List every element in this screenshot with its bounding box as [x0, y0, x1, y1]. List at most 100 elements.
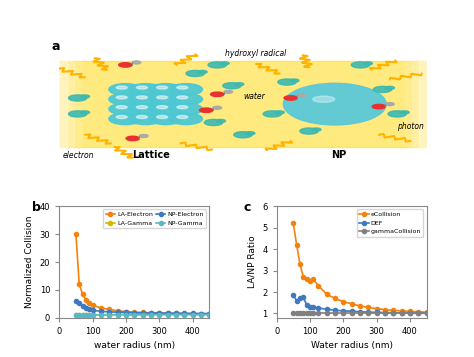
Text: NP: NP: [331, 151, 346, 161]
LA-Electron: [198, 312, 204, 316]
Ellipse shape: [235, 83, 244, 86]
Ellipse shape: [68, 95, 87, 101]
Bar: [59, 61, 82, 147]
Ellipse shape: [290, 79, 299, 82]
Ellipse shape: [313, 96, 335, 102]
DEF: [374, 310, 380, 315]
LA-Electron: [164, 311, 170, 316]
Ellipse shape: [156, 86, 168, 89]
Text: hydroxyl radical: hydroxyl radical: [225, 49, 286, 58]
NP-Gamma: [90, 313, 95, 317]
eCollision: [391, 308, 396, 313]
Y-axis label: Normalized Collision: Normalized Collision: [25, 216, 34, 308]
NP-Electron: [156, 311, 162, 315]
Line: eCollision: eCollision: [291, 221, 428, 314]
NP-Gamma: [140, 313, 146, 317]
gammaCollision: [332, 311, 338, 316]
LA-Gamma: [173, 312, 179, 317]
gammaCollision: [407, 311, 413, 316]
Bar: [412, 61, 427, 147]
gammaCollision: [310, 311, 316, 316]
NP-Electron: [182, 311, 187, 316]
Ellipse shape: [169, 103, 202, 115]
gammaCollision: [291, 311, 296, 316]
NP-Gamma: [80, 313, 85, 317]
Ellipse shape: [109, 103, 142, 115]
eCollision: [301, 275, 306, 279]
NP-Gamma: [98, 313, 104, 317]
LA-Gamma: [80, 312, 85, 317]
eCollision: [307, 279, 313, 283]
Ellipse shape: [137, 86, 147, 89]
Ellipse shape: [186, 70, 204, 76]
DEF: [357, 310, 363, 314]
Bar: [59, 61, 66, 147]
Line: gammaCollision: gammaCollision: [291, 311, 428, 316]
Ellipse shape: [208, 62, 227, 68]
LA-Gamma: [83, 312, 89, 317]
eCollision: [291, 221, 296, 226]
NP-Electron: [164, 311, 170, 316]
Line: NP-Electron: NP-Electron: [74, 299, 211, 316]
Text: electron: electron: [63, 151, 94, 160]
NP-Electron: [123, 310, 129, 315]
Ellipse shape: [204, 120, 223, 126]
LA-Gamma: [140, 312, 146, 317]
Ellipse shape: [246, 132, 255, 135]
Ellipse shape: [177, 115, 188, 119]
Ellipse shape: [363, 62, 373, 65]
eCollision: [382, 307, 388, 312]
Text: water: water: [243, 92, 264, 101]
Text: c: c: [244, 201, 251, 214]
eCollision: [304, 277, 310, 281]
LA-Gamma: [164, 312, 170, 317]
LA-Gamma: [98, 312, 104, 317]
X-axis label: water radius (nm): water radius (nm): [94, 341, 175, 350]
Ellipse shape: [109, 94, 142, 105]
Bar: [419, 61, 427, 147]
Bar: [59, 61, 74, 147]
LA-Gamma: [198, 312, 204, 317]
gammaCollision: [294, 311, 300, 316]
eCollision: [316, 283, 321, 288]
DEF: [291, 293, 296, 297]
LA-Electron: [76, 282, 82, 286]
NP-Gamma: [115, 313, 120, 317]
NP-Electron: [98, 309, 104, 313]
LA-Electron: [90, 303, 95, 307]
eCollision: [365, 305, 371, 310]
Circle shape: [284, 96, 297, 100]
Ellipse shape: [156, 106, 168, 109]
NP-Gamma: [86, 313, 92, 317]
Ellipse shape: [216, 120, 226, 122]
gammaCollision: [357, 311, 363, 316]
NP-Gamma: [190, 312, 195, 317]
LA-Electron: [190, 311, 195, 316]
DEF: [391, 311, 396, 315]
NP-Gamma: [173, 312, 179, 317]
Bar: [397, 61, 427, 147]
Ellipse shape: [137, 96, 147, 99]
Circle shape: [119, 63, 132, 67]
gammaCollision: [316, 311, 321, 316]
DEF: [307, 305, 313, 309]
Ellipse shape: [400, 111, 409, 114]
NP-Gamma: [131, 313, 137, 317]
Ellipse shape: [81, 95, 90, 98]
Circle shape: [210, 92, 224, 96]
DEF: [399, 311, 404, 315]
LA-Electron: [86, 301, 92, 305]
Ellipse shape: [129, 84, 162, 95]
Legend: LA-Electron, LA-Gamma, NP-Electron, NP-Gamma: LA-Electron, LA-Gamma, NP-Electron, NP-G…: [103, 210, 206, 228]
NP-Electron: [190, 311, 195, 316]
Ellipse shape: [177, 106, 188, 109]
NP-Gamma: [123, 313, 129, 317]
LA-Gamma: [123, 312, 129, 317]
Circle shape: [126, 136, 139, 141]
Bar: [59, 61, 89, 147]
gammaCollision: [340, 311, 346, 316]
gammaCollision: [382, 311, 388, 316]
Ellipse shape: [220, 62, 229, 65]
Ellipse shape: [388, 111, 406, 117]
Ellipse shape: [312, 128, 321, 131]
